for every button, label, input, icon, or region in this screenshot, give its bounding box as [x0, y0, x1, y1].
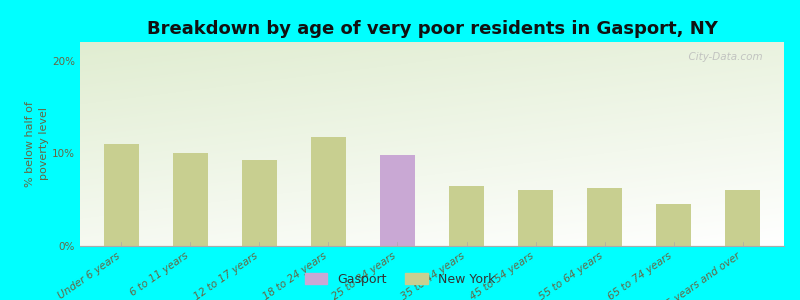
Bar	[587, 188, 622, 246]
Legend: Gasport, New York: Gasport, New York	[300, 268, 500, 291]
Bar	[450, 186, 484, 246]
Bar	[104, 144, 138, 246]
Bar	[726, 190, 760, 246]
Bar	[242, 160, 277, 246]
Bar	[380, 155, 414, 246]
Bar	[656, 204, 691, 246]
Title: Breakdown by age of very poor residents in Gasport, NY: Breakdown by age of very poor residents …	[146, 20, 718, 38]
Text: City-Data.com: City-Data.com	[682, 52, 763, 62]
Bar	[380, 176, 414, 246]
Y-axis label: % below half of
poverty level: % below half of poverty level	[26, 101, 50, 187]
Bar	[173, 153, 208, 246]
Bar	[518, 190, 553, 246]
Bar	[311, 136, 346, 246]
